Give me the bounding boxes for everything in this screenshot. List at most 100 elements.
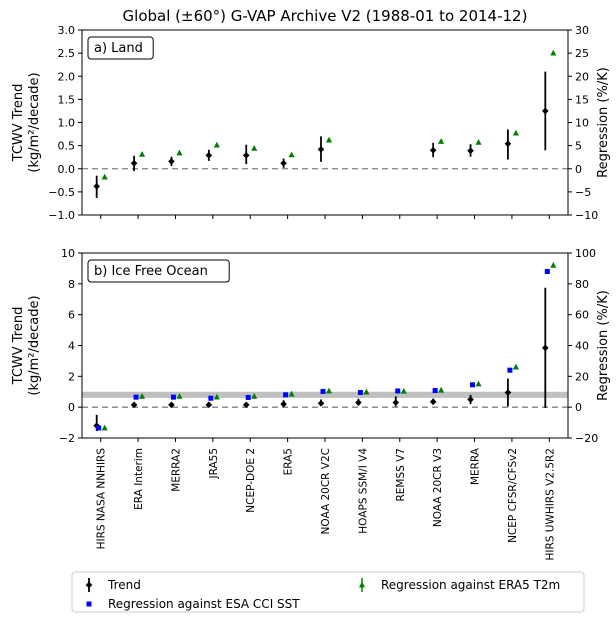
era5-regression-point	[438, 138, 445, 144]
esa-regression-point	[395, 388, 401, 394]
esa-regression-point	[96, 425, 102, 431]
right-tick-label: 20	[575, 70, 589, 83]
right-tick-label: 40	[575, 340, 589, 353]
right-tick-label: 80	[575, 278, 589, 291]
x-category-label: MERRA2	[170, 448, 182, 492]
left-tick-label: 10	[61, 247, 75, 260]
era5-regression-point	[251, 392, 258, 399]
era5-regression-point	[176, 392, 183, 399]
left-axis-label-line1: TCWV Trend	[11, 84, 26, 163]
era5-regression-point	[288, 151, 295, 158]
left-tick-label: 6	[68, 309, 75, 322]
left-tick-label: 0.5	[58, 140, 76, 153]
esa-regression-point	[170, 394, 176, 400]
left-tick-label: 0.0	[58, 163, 76, 176]
left-tick-label: −1.0	[48, 209, 75, 222]
trend-point	[205, 401, 213, 409]
right-tick-label: −5	[575, 186, 591, 199]
left-axis-label-line2: (kg/m²/decade)	[27, 72, 42, 172]
era5-regression-point	[400, 387, 407, 394]
esa-regression-point	[320, 388, 326, 394]
left-axis-label-line1: TCWV Trend	[11, 307, 26, 386]
trend-point	[504, 140, 512, 148]
right-tick-label: 30	[575, 24, 589, 37]
x-category-label: ERA Interim	[133, 448, 145, 510]
era5-regression-point	[325, 136, 333, 143]
trend-point	[242, 152, 250, 159]
trend-point	[280, 400, 287, 408]
esa-regression-point	[507, 367, 513, 373]
right-tick-label: 100	[575, 247, 596, 260]
legend-box	[71, 571, 585, 613]
legend: Trend Regression against ESA CCI SST Regre…	[71, 571, 585, 613]
panel-label-box	[87, 259, 230, 283]
left-tick-label: 0	[68, 401, 75, 414]
left-tick-label: 2.5	[58, 47, 76, 60]
right-tick-label: 25	[575, 47, 589, 60]
esa-regression-point	[470, 382, 476, 388]
x-category-label: REMSS V7	[395, 448, 407, 502]
x-category-label: HOAPS SSM/I V4	[357, 448, 369, 534]
panel-label-box	[87, 36, 154, 60]
right-tick-label: −20	[575, 432, 598, 445]
trend-point	[429, 146, 437, 154]
trend-point	[242, 401, 250, 409]
panel-land: −1.0 −0.5 0.0 0.5 1.0 1.5 2.0 2.5 3.0 −10 −5 0 5 10 15…	[11, 24, 611, 222]
x-category-label: HIRS UWHIRS V2.5R2	[544, 448, 556, 561]
era5-regression-point	[550, 49, 557, 56]
right-tick-label: −10	[575, 209, 598, 222]
era5-regression-point	[101, 173, 108, 180]
trend-point	[429, 398, 437, 406]
left-tick-label: 1.0	[58, 117, 76, 130]
esa-regression-point	[245, 394, 251, 400]
right-tick-label: 0	[575, 163, 582, 176]
trend-point	[542, 344, 549, 352]
left-tick-label: 1.5	[58, 93, 76, 106]
era5-regression-point	[139, 392, 146, 399]
legend-era5-label: Regression against ERA5 T2m	[381, 578, 560, 592]
era5-regression-point	[325, 387, 333, 394]
esa-regression-point	[544, 269, 550, 274]
chart-title: Global (±60°) G-VAP Archive V2 (1988-01 …	[123, 7, 528, 25]
trend-point	[542, 107, 549, 115]
right-tick-label: 15	[575, 93, 589, 106]
esa-regression-point	[283, 392, 289, 398]
trend-point	[317, 400, 325, 407]
era5-regression-point	[101, 424, 108, 431]
left-tick-label: 2	[68, 370, 75, 383]
left-axis-label-line2: (kg/m²/decade)	[27, 295, 42, 395]
era5-regression-point	[475, 138, 482, 145]
plot-frame	[81, 252, 569, 439]
trend-point	[280, 159, 287, 167]
left-tick-label: 3.0	[58, 24, 76, 37]
x-category-label: ERA5	[283, 448, 295, 475]
era5-regression-point	[139, 151, 146, 157]
x-category-label: JRA55	[208, 448, 220, 480]
era5-regression-point	[213, 141, 220, 148]
right-axis-label: Regression (%/K)	[596, 67, 611, 178]
era5-regression-point	[512, 129, 519, 136]
right-tick-label: 0	[575, 401, 582, 414]
trend-point	[205, 152, 213, 159]
x-category-label: MERRA	[470, 447, 482, 485]
legend-esa-marker	[86, 601, 92, 607]
right-tick-label: 5	[575, 140, 582, 153]
trend-point	[467, 147, 474, 155]
esa-regression-point	[357, 390, 363, 396]
era5-regression-point	[438, 386, 445, 393]
left-tick-label: 2.0	[58, 70, 76, 83]
trend-point	[130, 401, 138, 409]
era5-regression-point	[288, 390, 295, 397]
era5-regression-point	[475, 380, 482, 387]
reference-band	[82, 391, 568, 398]
esa-regression-point	[432, 388, 438, 394]
trend-point	[93, 183, 100, 190]
x-category-label: NOAA 20CR V3	[432, 448, 444, 527]
right-tick-label: 20	[575, 370, 589, 383]
esa-regression-point	[208, 395, 214, 401]
trend-point	[355, 399, 362, 406]
panel-label: b) Ice Free Ocean	[94, 264, 208, 279]
right-tick-label: 60	[575, 309, 589, 322]
